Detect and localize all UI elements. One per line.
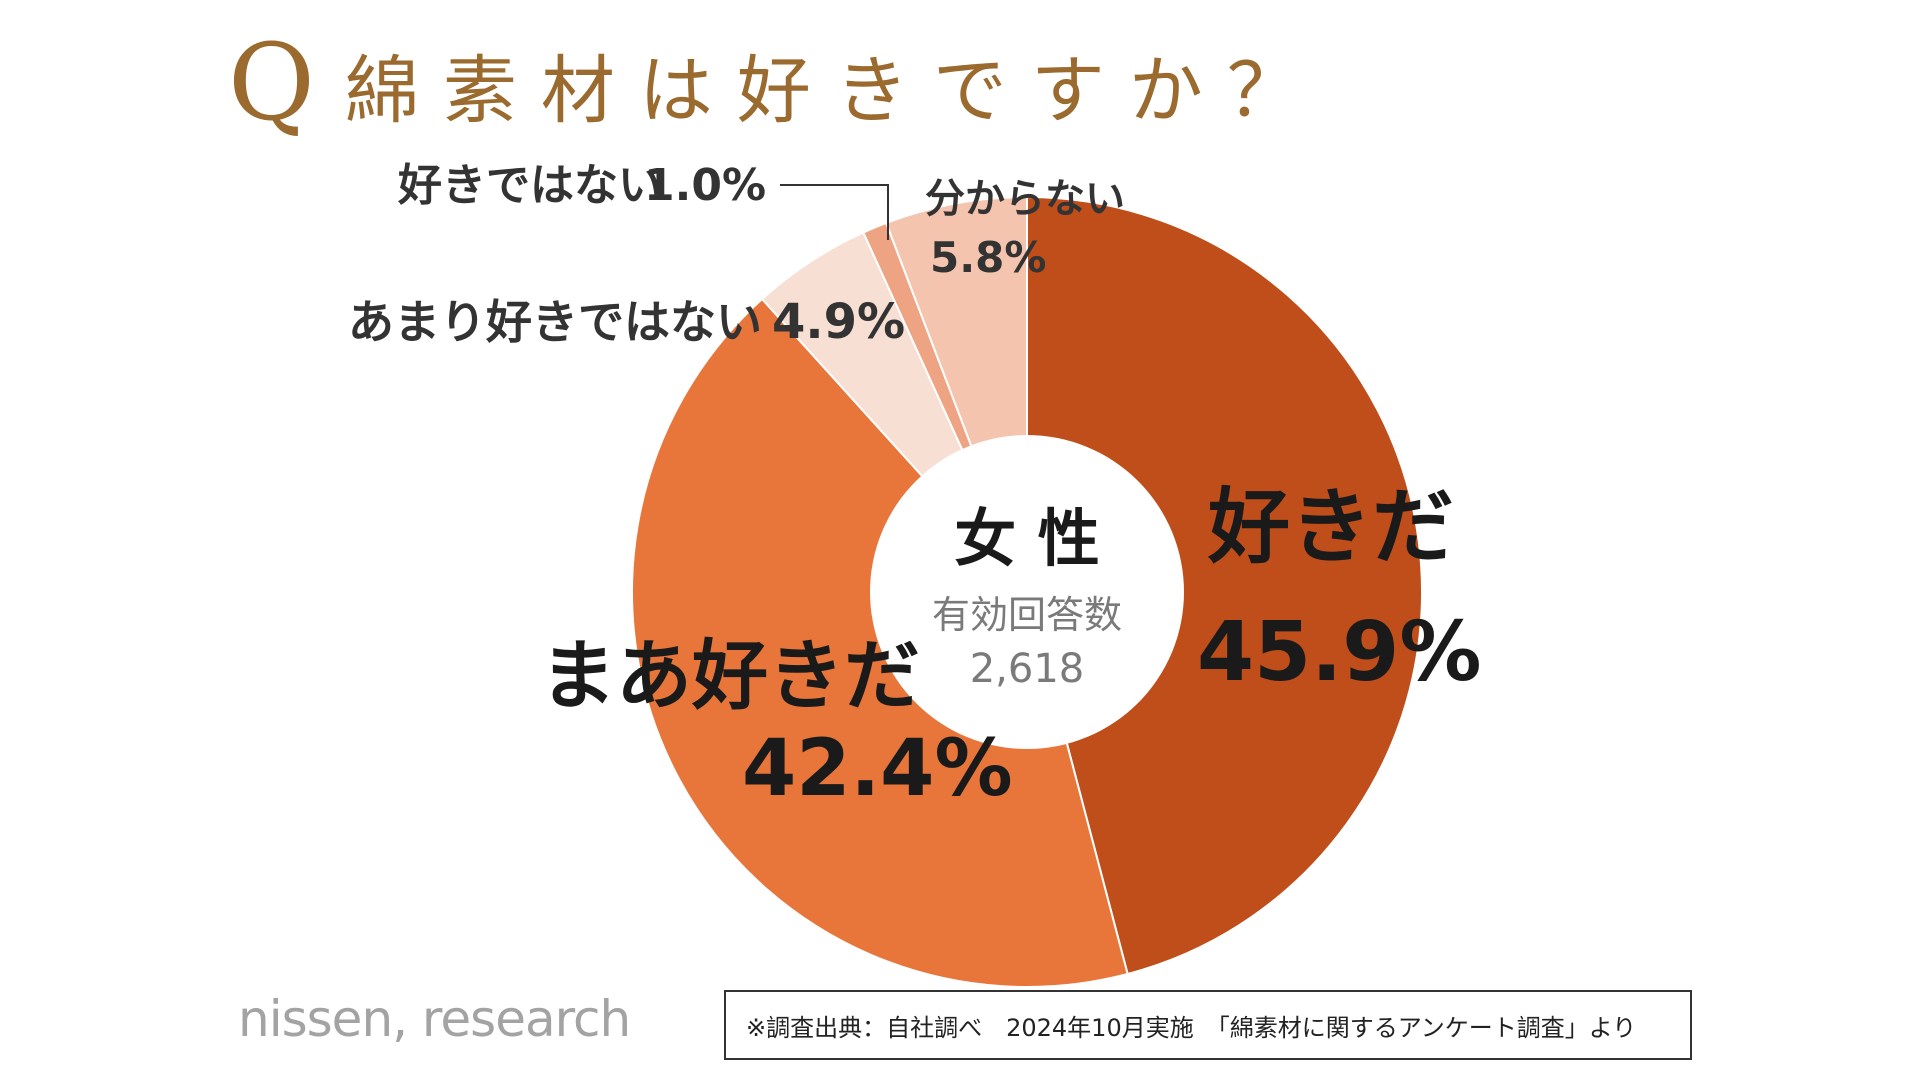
center-sub-label: 有効回答数	[932, 593, 1122, 637]
brand-logo: nissen, research	[238, 990, 631, 1048]
slice-label-suki: 好きだ	[1207, 480, 1454, 575]
slice-suki	[1026, 195, 1423, 976]
slice-value-wakaranai: 5.8%	[930, 233, 1046, 282]
question-mark-q: Q	[228, 21, 315, 144]
slice-label-suki-dewanai: 好きではない	[397, 160, 662, 211]
question-text: 綿素材は好きですか？	[344, 48, 1325, 134]
source-text: ※調査出典：自社調べ 2024年10月実施 「綿素材に関するアンケート調査」より	[746, 1013, 1637, 1042]
center-count: 2,618	[970, 646, 1085, 692]
slice-value-maa-suki: 42.4%	[742, 724, 1013, 814]
chart-title: Q 綿素材は好きですか？	[228, 30, 1325, 136]
slice-label-wakaranai: 分からない	[925, 176, 1125, 222]
slice-value-suki: 45.9%	[1197, 605, 1481, 700]
slice-value-amari: 4.9%	[772, 294, 905, 350]
slice-label-maa-suki: まあ好きだ	[540, 631, 920, 720]
slice-value-suki-dewanai: 1.0%	[644, 160, 766, 211]
slice-label-amari: あまり好きではない	[348, 295, 762, 349]
leader-line	[780, 184, 889, 240]
center-label: 女 性	[954, 502, 1100, 575]
source-note: ※調査出典：自社調べ 2024年10月実施 「綿素材に関するアンケート調査」より	[724, 990, 1692, 1060]
donut-hole	[870, 435, 1184, 749]
